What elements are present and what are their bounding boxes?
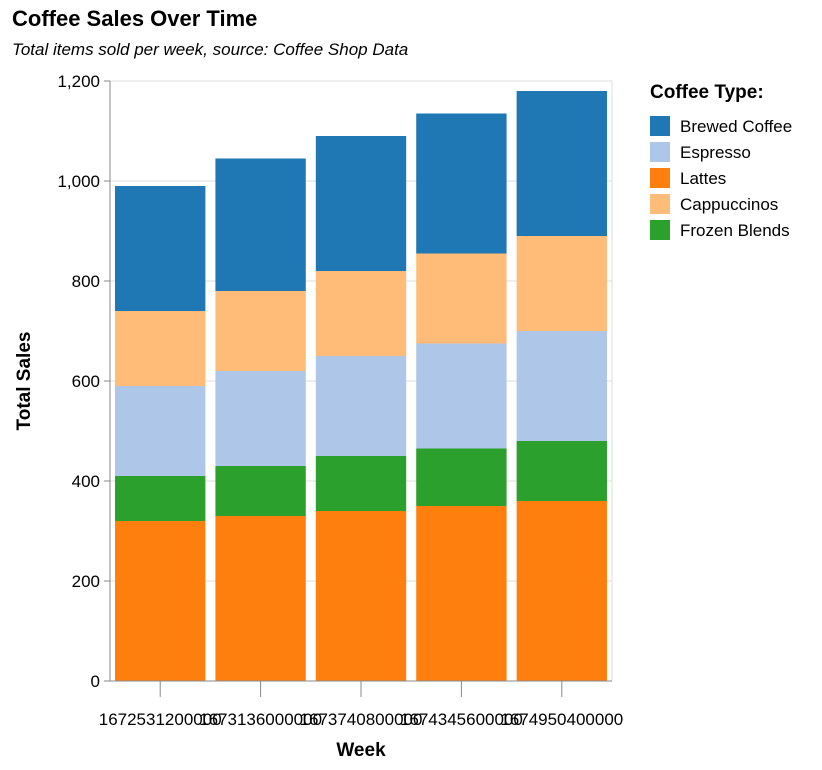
chart-title: Coffee Sales Over Time [12,6,258,31]
x-tick-label: 1672531200000 [99,710,222,729]
y-tick-label: 1,200 [57,72,100,91]
legend-label: Cappuccinos [680,195,778,214]
bar-frozen-blends [516,441,607,501]
y-axis-title: Total Sales [14,332,35,431]
x-axis-title: Week [336,740,386,761]
bar-cappuccinos [215,291,306,371]
legend-label: Brewed Coffee [680,117,792,136]
bar-espresso [215,371,306,466]
bar-lattes [416,506,507,681]
legend-swatch [650,168,670,188]
y-tick-label: 400 [72,472,100,491]
bar-lattes [215,516,306,681]
bar-frozen-blends [215,466,306,516]
x-tick-label: 1673740800000 [300,710,423,729]
bar-cappuccinos [115,311,206,386]
bar-cappuccinos [315,271,407,356]
chart-subtitle: Total items sold per week, source: Coffe… [12,40,409,59]
bar-espresso [416,343,507,449]
bar-lattes [115,521,206,681]
legend-label: Lattes [680,169,726,188]
y-tick-label: 1,000 [57,172,100,191]
x-tick-label: 1673136000000 [199,710,322,729]
y-tick-label: 200 [72,572,100,591]
bar-brewed-coffee [115,186,206,311]
x-tick-label: 1674950400000 [500,710,623,729]
bar-espresso [315,356,407,456]
bar-lattes [516,501,607,681]
bar-brewed-coffee [516,91,607,236]
bar-cappuccinos [516,236,607,331]
bar-espresso [115,386,206,476]
legend-swatch [650,220,670,240]
y-tick-label: 600 [72,372,100,391]
bar-lattes [315,511,407,681]
bar-cappuccinos [416,253,507,344]
x-tick-label: 1674345600000 [400,710,523,729]
legend-swatch [650,116,670,136]
y-tick-label: 800 [72,272,100,291]
legend-label: Espresso [680,143,751,162]
y-tick-label: 0 [91,672,100,691]
bar-brewed-coffee [315,136,407,271]
bar-brewed-coffee [416,113,507,254]
legend-title: Coffee Type: [650,82,764,103]
bar-frozen-blends [315,456,407,511]
legend-swatch [650,194,670,214]
legend-label: Frozen Blends [680,221,790,240]
bar-espresso [516,331,607,441]
bar-frozen-blends [115,476,206,521]
legend-swatch [650,142,670,162]
bar-frozen-blends [416,448,507,506]
bar-brewed-coffee [215,158,306,291]
